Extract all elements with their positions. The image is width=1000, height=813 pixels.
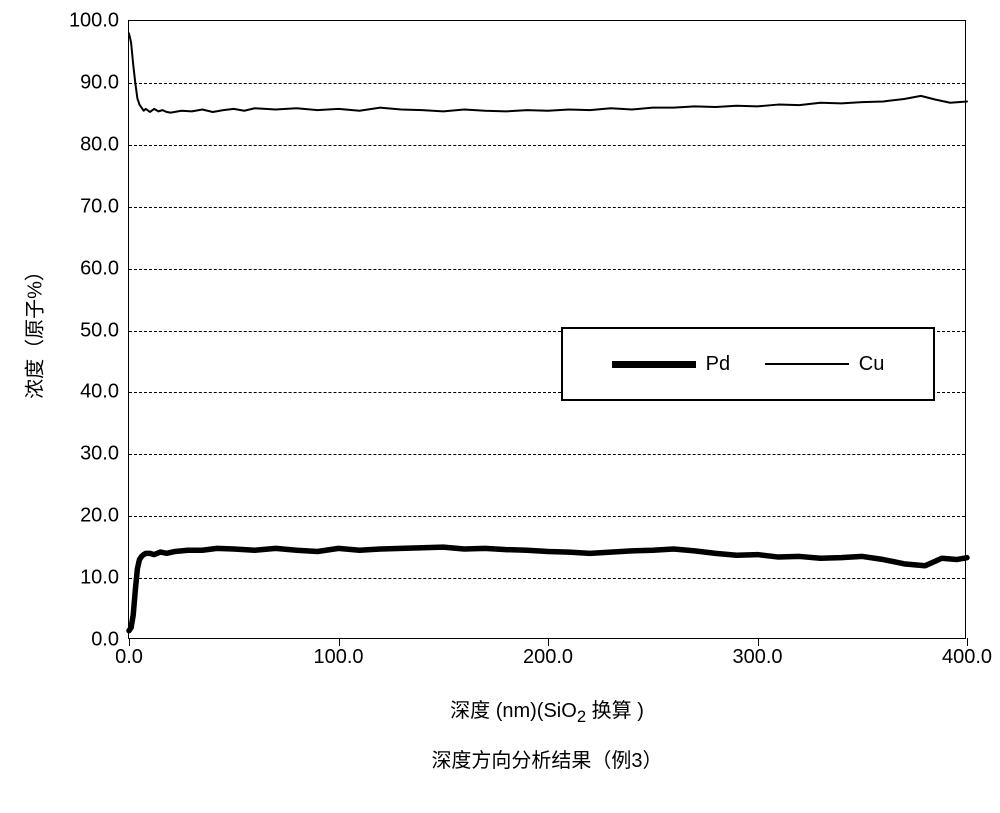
legend-item: Pd	[612, 353, 730, 376]
x-axis-label-sub: 2	[577, 707, 586, 726]
x-axis-label-post: 换算 )	[586, 700, 644, 722]
x-tick-label: 200.0	[523, 646, 573, 669]
x-tick-label: 100.0	[313, 646, 363, 669]
y-tick-label: 80.0	[80, 133, 119, 156]
y-tick-label: 40.0	[80, 381, 119, 404]
depth-profile-chart: 0.0 10.0 20.0 30.0 40.0 50.0 60.0 70.0 80.0 90.0 1…	[0, 0, 1000, 813]
y-tick-label: 10.0	[80, 567, 119, 590]
series-Cu	[129, 33, 967, 112]
x-tick-mark	[967, 638, 968, 646]
series-Pd	[129, 547, 967, 631]
legend-item: Cu	[765, 353, 885, 376]
y-tick-label: 60.0	[80, 257, 119, 280]
y-tick-label: 100.0	[69, 10, 119, 33]
x-axis-label: 深度 (nm)(SiO2 换算 )	[450, 694, 644, 727]
y-tick-label: 70.0	[80, 195, 119, 218]
y-tick-label: 90.0	[80, 71, 119, 94]
x-tick-label: 300.0	[732, 646, 782, 669]
legend-label: Cu	[859, 353, 885, 376]
y-tick-label: 30.0	[80, 443, 119, 466]
legend-line-sample	[612, 361, 696, 368]
legend-line-sample	[765, 363, 849, 365]
legend-label: Pd	[706, 353, 730, 376]
x-tick-label: 400.0	[942, 646, 992, 669]
y-tick-label: 20.0	[80, 505, 119, 528]
chart-caption: 深度方向分析结果（例3）	[431, 744, 662, 773]
x-tick-label: 0.0	[115, 646, 143, 669]
legend: Pd Cu	[561, 327, 935, 401]
y-axis-label: 浓度（原子%）	[19, 261, 48, 399]
x-axis-label-pre: 深度 (nm)(SiO	[450, 700, 577, 722]
y-tick-label: 50.0	[80, 319, 119, 342]
plot-area: 0.010.020.030.040.050.060.070.080.090.01…	[128, 20, 966, 639]
